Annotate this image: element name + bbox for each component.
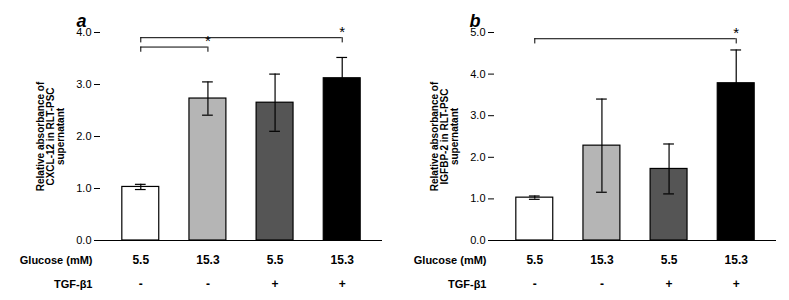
svg-text:15.3: 15.3 xyxy=(331,253,355,267)
svg-text:0.0: 0.0 xyxy=(470,234,485,246)
svg-text:Glucose (mM): Glucose (mM) xyxy=(414,254,487,266)
svg-text:a: a xyxy=(76,11,86,31)
svg-text:3.0: 3.0 xyxy=(76,78,91,90)
svg-text:*: * xyxy=(733,24,739,41)
svg-text:2.0: 2.0 xyxy=(470,151,485,163)
svg-text:+: + xyxy=(666,277,673,291)
svg-text:0.0: 0.0 xyxy=(76,234,91,246)
svg-text:Relative absorbance ofIGFBP-2: Relative absorbance ofIGFBP-2 in RLT-PSC… xyxy=(429,81,460,191)
svg-text:15.3: 15.3 xyxy=(725,253,749,267)
svg-text:4.0: 4.0 xyxy=(470,68,485,80)
svg-text:*: * xyxy=(205,32,211,49)
svg-text:3.0: 3.0 xyxy=(470,109,485,121)
svg-text:+: + xyxy=(339,277,346,291)
svg-text:1.0: 1.0 xyxy=(470,192,485,204)
svg-text:-: - xyxy=(533,277,537,291)
svg-text:-: - xyxy=(600,277,604,291)
svg-text:Glucose (mM): Glucose (mM) xyxy=(20,254,93,266)
svg-text:1.0: 1.0 xyxy=(76,182,91,194)
svg-text:2.0: 2.0 xyxy=(76,130,91,142)
svg-text:5.5: 5.5 xyxy=(661,253,678,267)
svg-text:-: - xyxy=(206,277,210,291)
svg-text:+: + xyxy=(733,277,740,291)
svg-text:15.3: 15.3 xyxy=(196,253,220,267)
svg-text:4.0: 4.0 xyxy=(76,26,92,38)
svg-text:Relative absorbance ofCXCL-12: Relative absorbance ofCXCL-12 in RLT-PSC… xyxy=(35,81,66,191)
svg-text:5.5: 5.5 xyxy=(132,253,149,267)
svg-text:-: - xyxy=(139,277,143,291)
svg-text:15.3: 15.3 xyxy=(590,253,614,267)
svg-text:5.5: 5.5 xyxy=(267,253,284,267)
svg-text:*: * xyxy=(339,23,345,40)
svg-text:5.5: 5.5 xyxy=(526,253,543,267)
svg-text:5.0: 5.0 xyxy=(470,26,486,38)
svg-text:+: + xyxy=(272,277,279,291)
svg-text:TGF-β1: TGF-β1 xyxy=(448,278,487,290)
svg-text:TGF-β1: TGF-β1 xyxy=(54,278,93,290)
svg-text:b: b xyxy=(470,11,481,31)
